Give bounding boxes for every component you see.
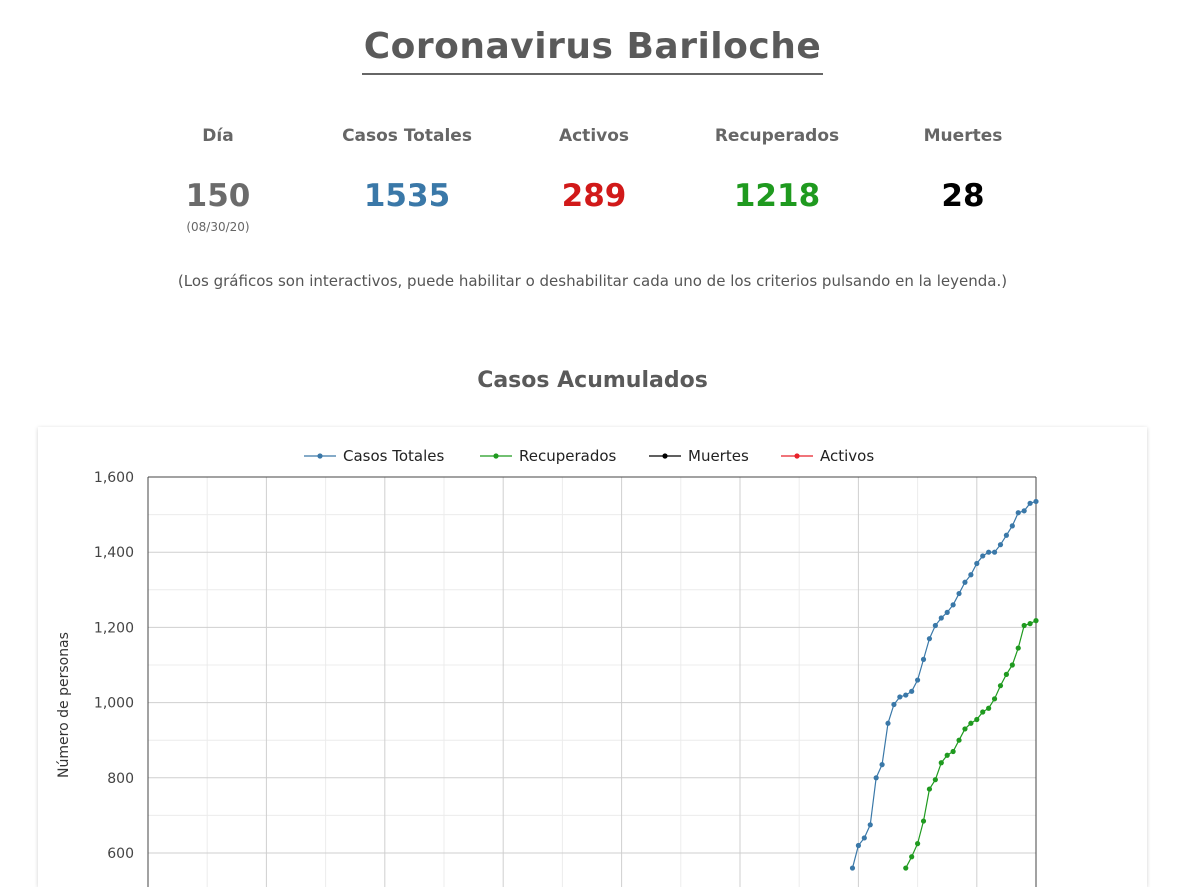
data-point: [980, 553, 985, 558]
data-point: [968, 721, 973, 726]
data-point: [909, 854, 914, 859]
data-point: [951, 749, 956, 754]
y-tick-label: 1,200: [94, 620, 134, 636]
data-point: [939, 760, 944, 765]
stats-row: Día 150 (08/30/20) Casos Totales 1535 Ac…: [0, 126, 1185, 246]
legend-item-activos[interactable]: Activos: [820, 447, 874, 465]
interactive-note: (Los gráficos son interactivos, puede ha…: [0, 272, 1185, 290]
stat-casos-totales-label: Casos Totales: [307, 126, 507, 150]
data-point: [956, 738, 961, 743]
data-point: [962, 726, 967, 731]
stat-recuperados-label: Recuperados: [677, 126, 877, 150]
stat-muertes: Muertes 28: [863, 126, 1063, 214]
stat-activos-value: 289: [494, 178, 694, 214]
data-point: [915, 841, 920, 846]
data-point: [909, 689, 914, 694]
y-tick-label: 1,400: [94, 545, 134, 561]
stat-dia-value: 150: [118, 178, 318, 214]
stat-dia-date: (08/30/20): [118, 220, 318, 234]
stat-muertes-label: Muertes: [863, 126, 1063, 150]
data-point: [1033, 618, 1038, 623]
data-point: [992, 696, 997, 701]
data-point: [980, 709, 985, 714]
data-point: [921, 657, 926, 662]
data-point: [856, 843, 861, 848]
chart-title: Casos Acumulados: [0, 368, 1185, 393]
y-tick-label: 600: [107, 846, 134, 862]
data-point: [874, 775, 879, 780]
data-point: [986, 706, 991, 711]
legend-item-casos-totales[interactable]: Casos Totales: [343, 447, 445, 465]
stat-dia-label: Día: [118, 126, 318, 150]
stat-casos-totales-value: 1535: [307, 178, 507, 214]
legend-item-recuperados[interactable]: Recuperados: [519, 447, 617, 465]
data-point: [974, 717, 979, 722]
legend-marker-recuperados[interactable]: [493, 453, 498, 458]
data-point: [945, 610, 950, 615]
data-point: [915, 677, 920, 682]
legend-marker-casos-totales[interactable]: [317, 453, 322, 458]
series-line-casos-totales: [852, 501, 1036, 868]
data-point: [956, 591, 961, 596]
data-point: [939, 615, 944, 620]
data-point: [974, 561, 979, 566]
stat-activos-label: Activos: [494, 126, 694, 150]
data-point: [921, 818, 926, 823]
data-point: [933, 777, 938, 782]
data-point: [1027, 621, 1032, 626]
data-point: [879, 762, 884, 767]
data-point: [1016, 510, 1021, 515]
data-point: [1022, 508, 1027, 513]
page-title: Coronavirus Bariloche: [362, 26, 824, 75]
data-point: [986, 550, 991, 555]
data-point: [1016, 645, 1021, 650]
y-axis-label: Número de personas: [56, 632, 72, 778]
data-point: [998, 683, 1003, 688]
stat-dia: Día 150 (08/30/20): [118, 126, 318, 234]
data-point: [933, 623, 938, 628]
stat-recuperados: Recuperados 1218: [677, 126, 877, 214]
data-point: [1010, 523, 1015, 528]
page-title-wrapper: Coronavirus Bariloche: [0, 26, 1185, 75]
data-point: [862, 835, 867, 840]
y-tick-label: 1,600: [94, 470, 134, 486]
stat-muertes-value: 28: [863, 178, 1063, 214]
data-point: [1027, 501, 1032, 506]
data-point: [1022, 623, 1027, 628]
data-point: [951, 602, 956, 607]
chart-card: 600 800 1,000 1,200 1,400 1,600 Número de pers…: [38, 427, 1147, 887]
data-point: [962, 580, 967, 585]
data-point: [897, 694, 902, 699]
y-tick-label: 800: [107, 771, 134, 787]
legend-marker-muertes[interactable]: [662, 453, 667, 458]
stat-recuperados-value: 1218: [677, 178, 877, 214]
data-point: [927, 636, 932, 641]
data-point: [868, 822, 873, 827]
stat-activos: Activos 289: [494, 126, 694, 214]
legend-item-muertes[interactable]: Muertes: [688, 447, 749, 465]
data-point: [927, 786, 932, 791]
data-point: [998, 542, 1003, 547]
y-tick-label: 1,000: [94, 696, 134, 712]
data-point: [891, 702, 896, 707]
data-point: [885, 721, 890, 726]
data-point: [1004, 533, 1009, 538]
data-point: [992, 550, 997, 555]
data-point: [945, 753, 950, 758]
data-point: [1004, 672, 1009, 677]
legend-marker-activos[interactable]: [794, 453, 799, 458]
data-point: [968, 572, 973, 577]
data-point: [903, 692, 908, 697]
data-point: [1033, 499, 1038, 504]
data-point: [1010, 662, 1015, 667]
chart-svg: 600 800 1,000 1,200 1,400 1,600 Número de pers…: [38, 427, 1147, 887]
stat-casos-totales: Casos Totales 1535: [307, 126, 507, 214]
